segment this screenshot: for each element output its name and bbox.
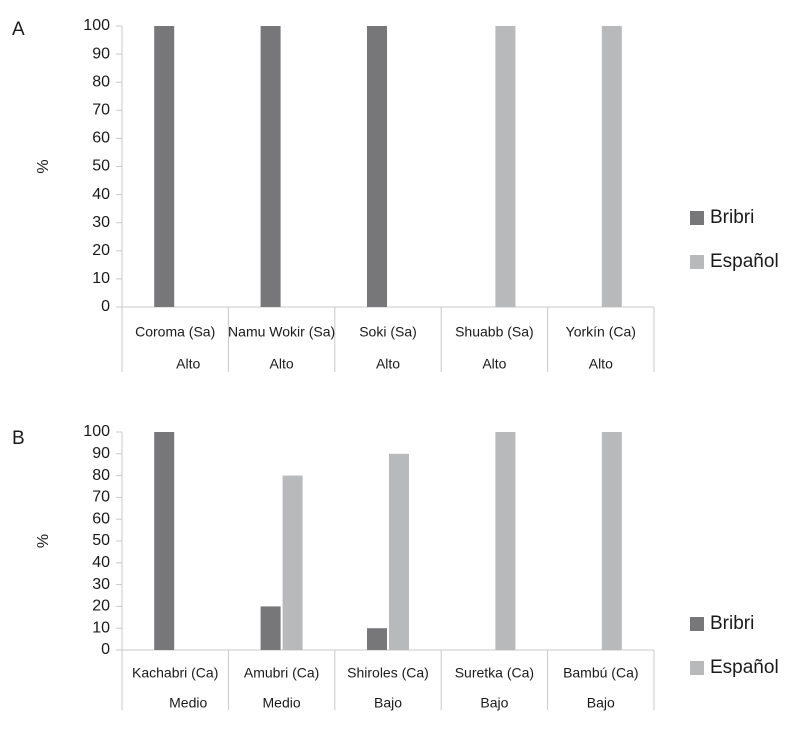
panel-b-bar-espaol-5 bbox=[601, 432, 622, 650]
panel-a-legend-label-2: Español bbox=[710, 251, 779, 272]
panel-b-bar-bribri-1 bbox=[154, 432, 175, 650]
panel-a-y-tick-label: 30 bbox=[92, 214, 110, 231]
panel-b-bar-bribri-3 bbox=[367, 628, 387, 650]
panel-a-y-tick-label: 10 bbox=[92, 270, 110, 287]
panel-b-legend-label-1: Bribri bbox=[710, 613, 754, 634]
panel-a-bar-bribri-2 bbox=[260, 26, 281, 307]
panel-a-y-tick-label: 20 bbox=[92, 242, 110, 259]
panel-b-y-tick-label: 60 bbox=[92, 510, 110, 527]
panel-b-group-label: Medio bbox=[169, 695, 207, 711]
panel-a-legend-swatch-1 bbox=[690, 211, 704, 225]
panel-a-legend-label-1: Bribri bbox=[710, 207, 754, 228]
panel-a-group-label: Alto bbox=[589, 356, 613, 372]
panel-b-y-tick-label: 10 bbox=[92, 619, 110, 636]
panel-a-group-label: Alto bbox=[176, 356, 200, 372]
panel-b-y-tick-label: 40 bbox=[92, 554, 110, 571]
panel-b-category-label: Shiroles (Ca) bbox=[347, 665, 429, 681]
panel-a-y-tick-label: 80 bbox=[92, 73, 110, 90]
panel-b-label: B bbox=[12, 428, 25, 449]
panel-b-y-tick-label: 0 bbox=[101, 641, 110, 658]
panel-a-y-tick-label: 60 bbox=[92, 130, 110, 147]
panel-b-y-tick-label: 30 bbox=[92, 576, 110, 593]
panel-b-legend-swatch-2 bbox=[690, 661, 704, 675]
panel-a-y-tick-label: 100 bbox=[83, 17, 110, 34]
panel-b-bar-bribri-2 bbox=[260, 606, 281, 650]
panel-a-bar-bribri-3 bbox=[367, 26, 387, 307]
panel-a-y-tick-label: 0 bbox=[101, 298, 110, 315]
panel-b-y-tick-label: 20 bbox=[92, 598, 110, 615]
panel-a-category-label: Yorkín (Ca) bbox=[566, 324, 636, 340]
panel-b-legend-label-2: Español bbox=[710, 657, 779, 678]
panel-b-y-tick-label: 100 bbox=[83, 423, 110, 440]
panel-b-y-tick-label: 90 bbox=[92, 445, 110, 462]
panel-b-group-label: Bajo bbox=[374, 695, 402, 711]
panel-b-category-label: Suretka (Ca) bbox=[455, 665, 534, 681]
panel-b-y-tick-label: 50 bbox=[92, 532, 110, 549]
panel-b-bar-espaol-4 bbox=[495, 432, 516, 650]
panel-a-y-tick-label: 50 bbox=[92, 158, 110, 175]
panel-a-category-label: Namu Wokir (Sa) bbox=[228, 324, 335, 340]
panel-a-group-label: Alto bbox=[376, 356, 400, 372]
panel-b-legend-swatch-1 bbox=[690, 617, 704, 631]
panel-b-group-label: Bajo bbox=[480, 695, 508, 711]
panel-a-group-label: Alto bbox=[482, 356, 506, 372]
panel-a-y-tick-label: 40 bbox=[92, 186, 110, 203]
panel-a-label: A bbox=[12, 19, 25, 40]
panel-b-bar-espaol-3 bbox=[389, 453, 409, 650]
panel-a-category-label: Shuabb (Sa) bbox=[455, 324, 534, 340]
panel-a-bar-espaol-4 bbox=[495, 26, 516, 307]
panel-b-y-tick-label: 80 bbox=[92, 467, 110, 484]
panel-a-bar-bribri-1 bbox=[154, 26, 175, 307]
panel-a-y-axis-label: % bbox=[35, 159, 52, 173]
panel-b-bar-espaol-2 bbox=[282, 475, 303, 650]
panel-b-category-label: Bambú (Ca) bbox=[563, 665, 638, 681]
panel-a-bar-espaol-5 bbox=[601, 26, 622, 307]
panel-b-category-label: Kachabri (Ca) bbox=[132, 665, 218, 681]
panel-a-category-label: Coroma (Sa) bbox=[135, 324, 215, 340]
panel-a-legend-swatch-2 bbox=[690, 255, 704, 269]
panel-a-y-tick-label: 70 bbox=[92, 102, 110, 119]
panel-b-y-axis-label: % bbox=[35, 534, 52, 548]
panel-a-y-tick-label: 90 bbox=[92, 45, 110, 62]
panel-b-group-label: Bajo bbox=[587, 695, 615, 711]
panel-b-group-label: Medio bbox=[263, 695, 301, 711]
panel-b-y-tick-label: 70 bbox=[92, 489, 110, 506]
panel-b-category-label: Amubri (Ca) bbox=[244, 665, 319, 681]
panel-a-category-label: Soki (Sa) bbox=[359, 324, 417, 340]
panel-a-group-label: Alto bbox=[270, 356, 294, 372]
